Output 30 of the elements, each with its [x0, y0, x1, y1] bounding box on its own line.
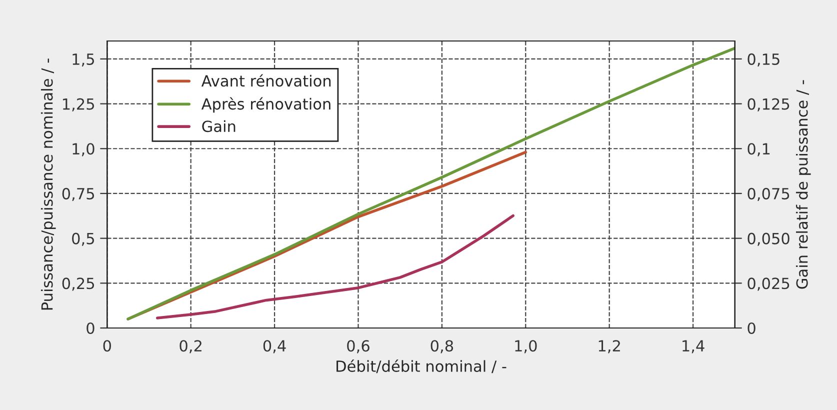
y-tick-label: 0,75 [62, 188, 94, 202]
y-tick-label: 0,25 [62, 278, 94, 291]
x-tick-label: 1,4 [682, 340, 704, 354]
y-tick-label: 0,5 [72, 232, 94, 246]
x-axis-title: Débit/débit nominal / - [336, 360, 506, 374]
y-axis-title: Puissance/puissance nominale / - [40, 58, 56, 310]
x-tick-label: 0,6 [347, 340, 370, 354]
legend-label: Gain [202, 120, 236, 132]
y2-tick-label: 0 [748, 322, 756, 334]
y2-tick-label: 0,1 [748, 143, 770, 156]
x-tick-label: 1,0 [515, 340, 537, 354]
legend-label: Avant rénovation [201, 74, 331, 87]
x-tick-label: 0 [103, 340, 111, 352]
y2-tick-label: 0,025 [748, 278, 790, 291]
line-series [126, 46, 735, 320]
x-tick-label: 0,2 [180, 340, 202, 354]
y2-tick-label: 0,050 [748, 232, 790, 246]
x-tick-label: 0,4 [263, 340, 286, 354]
y-tick-label: 1,25 [62, 98, 94, 112]
legend-label: Après rénovation [201, 97, 330, 113]
y-tick-label: 1,5 [72, 54, 94, 67]
y2-tick-label: 0,15 [748, 53, 780, 67]
y-tick-label: 1,0 [72, 143, 94, 156]
x-tick-label: 1,2 [598, 340, 620, 354]
y2-tick-label: 0,075 [748, 188, 790, 202]
y2-tick-label: 0,125 [748, 98, 790, 112]
line-series [156, 214, 514, 320]
y-tick-label: 0 [86, 322, 94, 334]
y2-axis-title: Gain relatif de puissance / - [796, 80, 811, 289]
x-tick-label: 0,8 [430, 340, 454, 354]
